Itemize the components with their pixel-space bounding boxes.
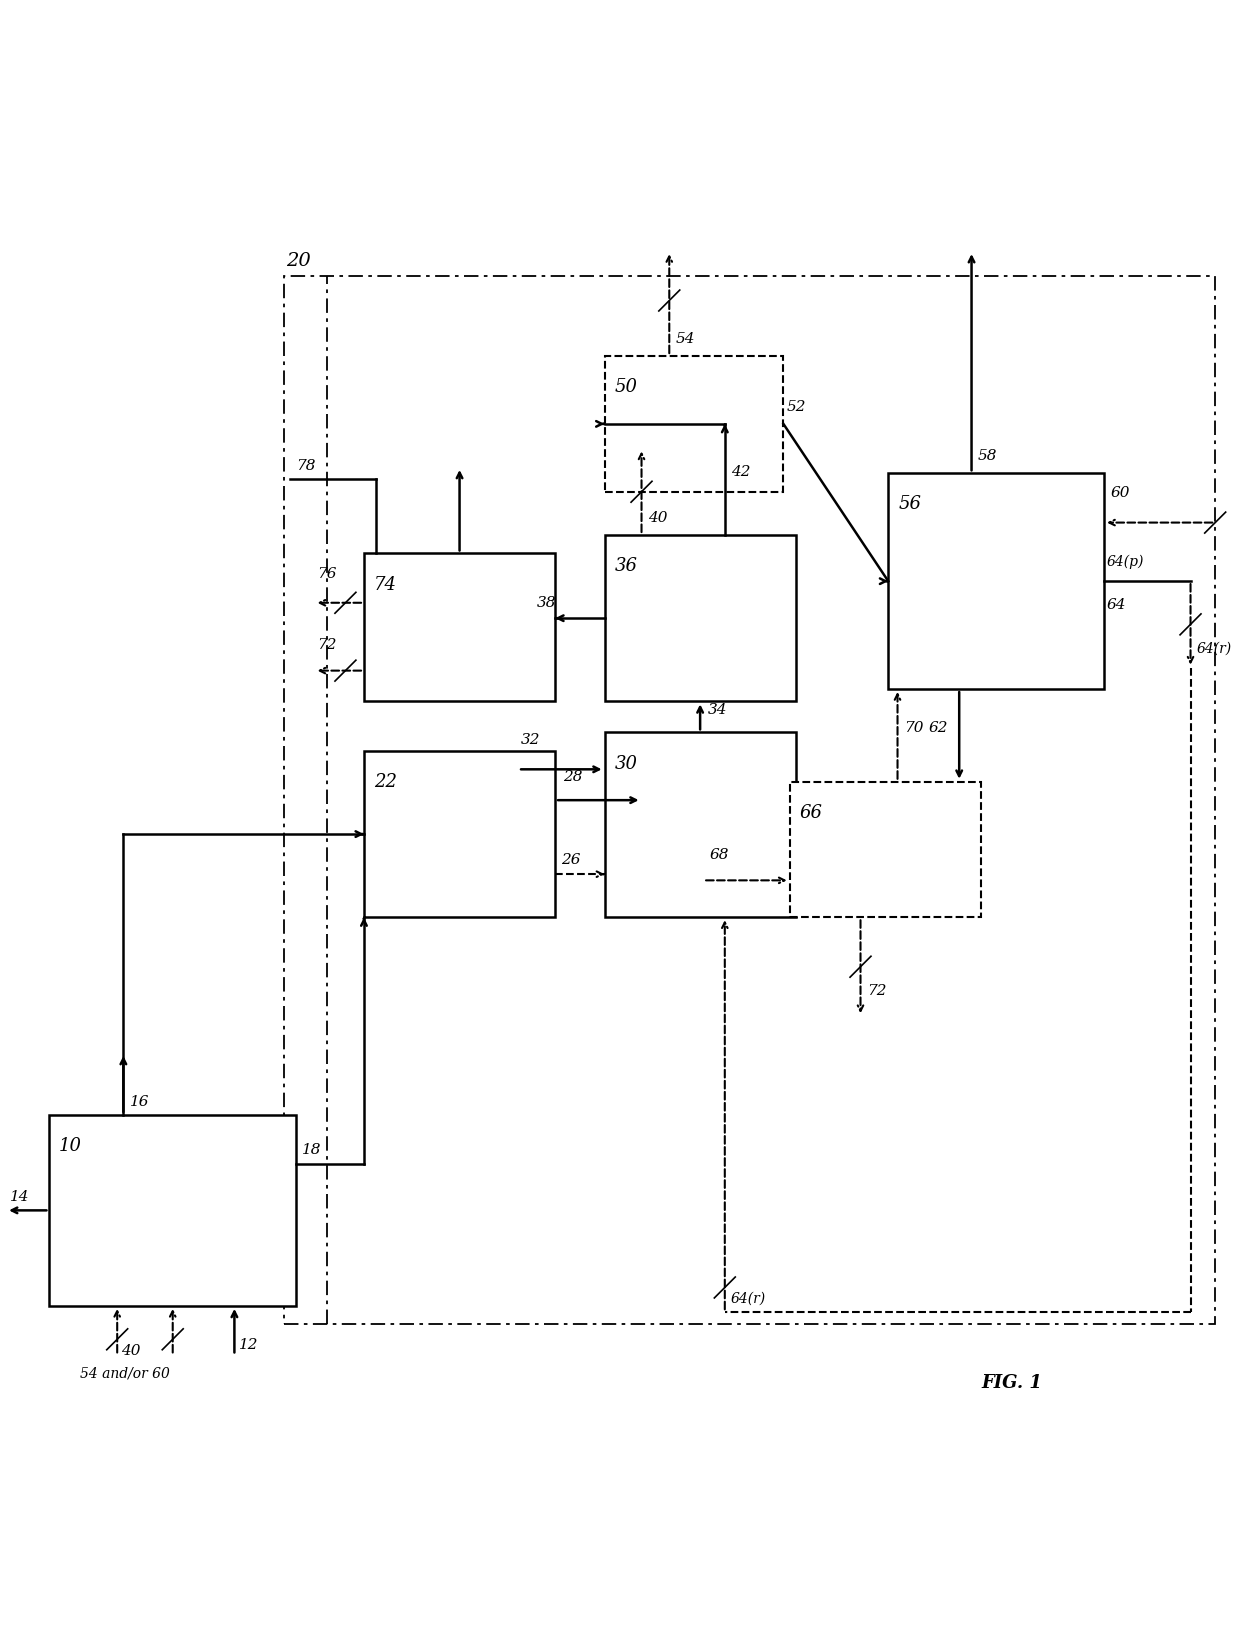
- Text: FIG. 1: FIG. 1: [981, 1375, 1042, 1393]
- Text: 68: 68: [709, 848, 729, 861]
- Text: 14: 14: [10, 1190, 30, 1204]
- Text: 52: 52: [786, 400, 806, 414]
- Text: 28: 28: [563, 770, 582, 785]
- Bar: [365, 751, 556, 918]
- Text: 72: 72: [317, 639, 336, 652]
- Text: 54: 54: [676, 332, 694, 346]
- Text: 76: 76: [317, 567, 336, 580]
- Bar: [605, 535, 796, 702]
- Text: 20: 20: [286, 252, 311, 270]
- Text: 72: 72: [867, 983, 887, 998]
- Text: 42: 42: [730, 465, 750, 479]
- Text: 50: 50: [614, 379, 637, 396]
- Text: 74: 74: [373, 575, 397, 593]
- Text: 16: 16: [129, 1095, 149, 1108]
- Text: 64(r): 64(r): [1197, 642, 1231, 655]
- Bar: [50, 1115, 296, 1306]
- Bar: [790, 782, 981, 918]
- Text: 78: 78: [296, 460, 316, 473]
- Text: 40: 40: [122, 1344, 140, 1358]
- Bar: [284, 276, 1215, 1324]
- Text: 64(p): 64(p): [1106, 554, 1145, 569]
- Text: 22: 22: [373, 774, 397, 791]
- Text: 56: 56: [898, 496, 921, 514]
- Text: 40: 40: [647, 510, 667, 525]
- Text: 34: 34: [708, 704, 727, 717]
- Text: 64: 64: [1106, 598, 1126, 613]
- Bar: [605, 356, 784, 492]
- Text: 12: 12: [239, 1337, 259, 1352]
- Text: 36: 36: [614, 557, 637, 575]
- Text: 70: 70: [904, 722, 924, 736]
- Text: 58: 58: [977, 450, 997, 463]
- Text: 10: 10: [60, 1138, 82, 1155]
- Text: 54 and/or 60: 54 and/or 60: [81, 1367, 170, 1380]
- Text: 18: 18: [303, 1142, 321, 1157]
- Bar: [888, 473, 1104, 689]
- Text: 60: 60: [1110, 486, 1130, 500]
- Text: 62: 62: [929, 722, 947, 736]
- Text: 30: 30: [614, 754, 637, 772]
- Bar: [605, 733, 796, 918]
- Text: 32: 32: [521, 733, 541, 748]
- Bar: [365, 554, 556, 702]
- Text: 64(r): 64(r): [730, 1292, 766, 1306]
- Text: 66: 66: [800, 804, 822, 822]
- Text: 38: 38: [537, 595, 557, 609]
- Text: 26: 26: [562, 853, 580, 866]
